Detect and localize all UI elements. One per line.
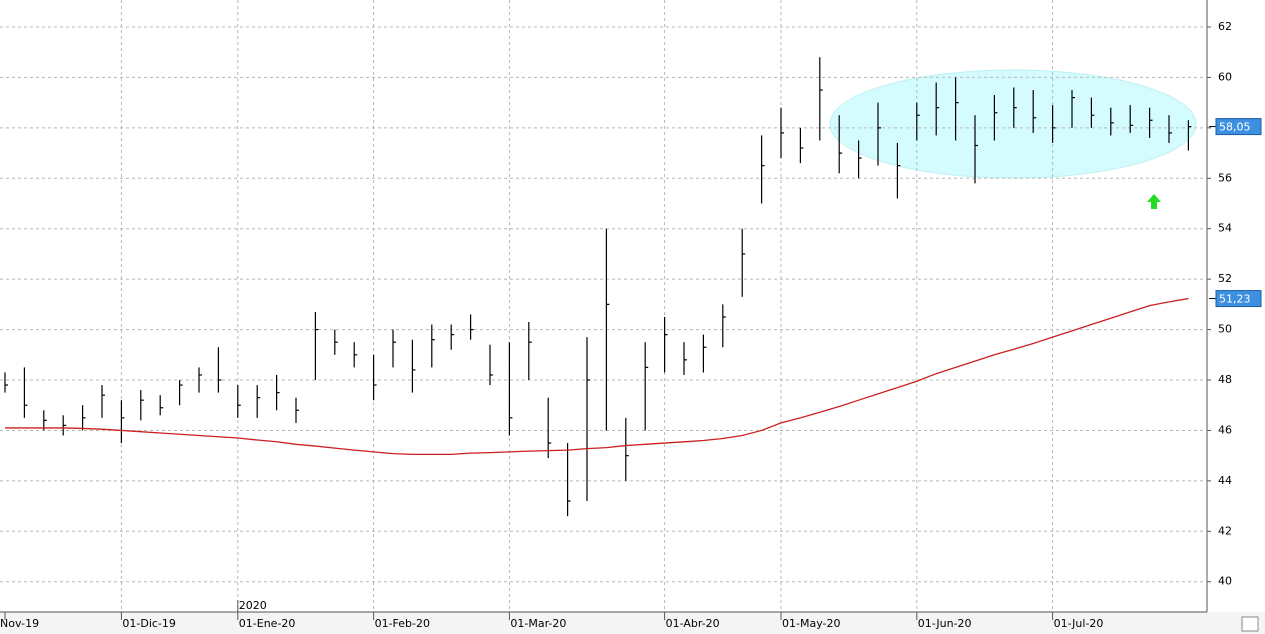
x-tick-label: 01-Mar-20 xyxy=(510,617,566,630)
y-tick-label: 46 xyxy=(1218,423,1232,436)
x-tick-label: Nov-19 xyxy=(0,617,39,630)
y-tick-label: 54 xyxy=(1218,222,1232,235)
y-tick-label: 50 xyxy=(1218,323,1232,336)
value-badge xyxy=(1215,290,1262,308)
year-marker: 2020 xyxy=(239,599,267,612)
y-tick-label: 62 xyxy=(1218,20,1232,33)
value-badge-label: 58,05 xyxy=(1219,121,1251,134)
corner-icon[interactable] xyxy=(1241,616,1259,632)
y-tick-label: 42 xyxy=(1218,524,1232,537)
x-tick-label: 01-Abr-20 xyxy=(666,617,720,630)
up-arrow xyxy=(1147,194,1161,209)
x-tick-label: 01-Ene-20 xyxy=(239,617,296,630)
x-tick-label: 01-Dic-19 xyxy=(122,617,176,630)
y-tick-label: 60 xyxy=(1218,70,1232,83)
value-badge xyxy=(1215,118,1262,136)
moving-average-line xyxy=(5,297,1189,456)
x-tick-label: 01-May-20 xyxy=(782,617,840,630)
y-tick-label: 44 xyxy=(1218,474,1232,487)
y-tick-label: 40 xyxy=(1218,575,1232,588)
x-axis-band xyxy=(0,612,1265,634)
y-tick-label: 48 xyxy=(1218,373,1232,386)
x-tick-label: 01-Feb-20 xyxy=(375,617,430,630)
y-tick-label: 56 xyxy=(1218,171,1232,184)
value-badge-label: 51,23 xyxy=(1219,293,1251,306)
highlight-zone xyxy=(829,69,1197,179)
x-tick-label: 01-Jul-20 xyxy=(1054,617,1104,630)
y-tick-label: 52 xyxy=(1218,272,1232,285)
x-tick-label: 01-Jun-20 xyxy=(918,617,972,630)
